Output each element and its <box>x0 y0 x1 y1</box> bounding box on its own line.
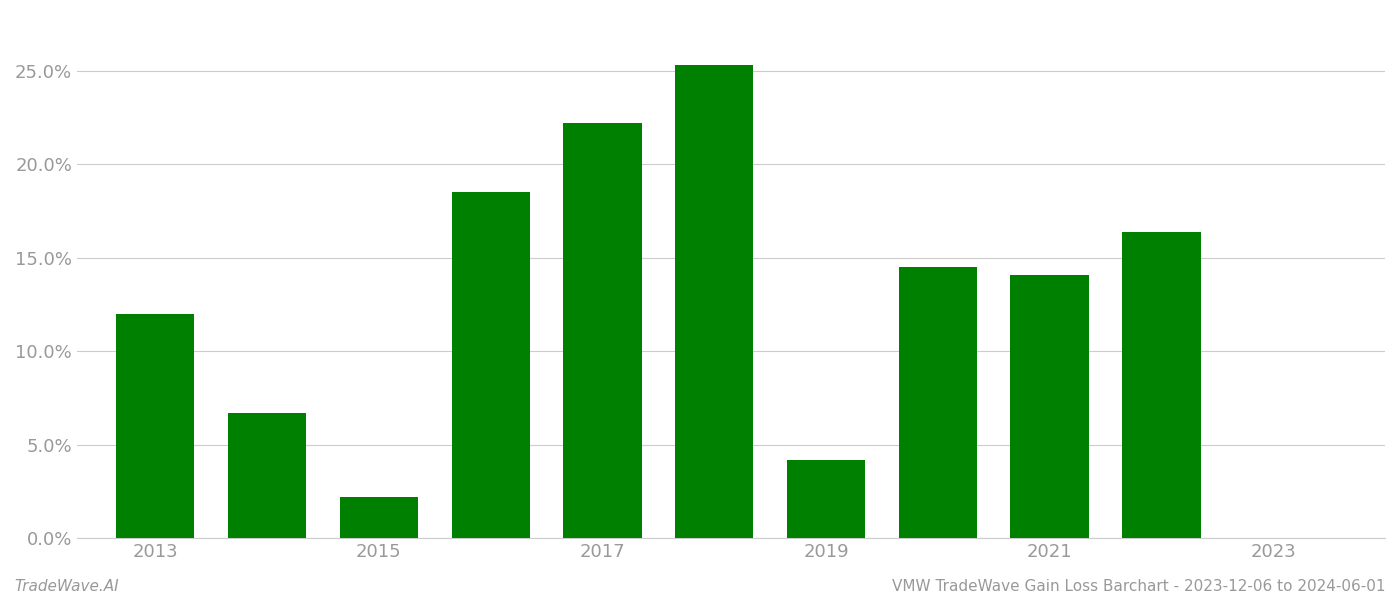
Bar <box>787 460 865 538</box>
Text: TradeWave.AI: TradeWave.AI <box>14 579 119 594</box>
Bar <box>675 65 753 538</box>
Bar <box>563 124 641 538</box>
Bar <box>899 267 977 538</box>
Text: VMW TradeWave Gain Loss Barchart - 2023-12-06 to 2024-06-01: VMW TradeWave Gain Loss Barchart - 2023-… <box>893 579 1386 594</box>
Bar <box>116 314 195 538</box>
Bar <box>1123 232 1201 538</box>
Bar <box>452 193 529 538</box>
Bar <box>228 413 307 538</box>
Bar <box>1011 275 1089 538</box>
Bar <box>340 497 419 538</box>
